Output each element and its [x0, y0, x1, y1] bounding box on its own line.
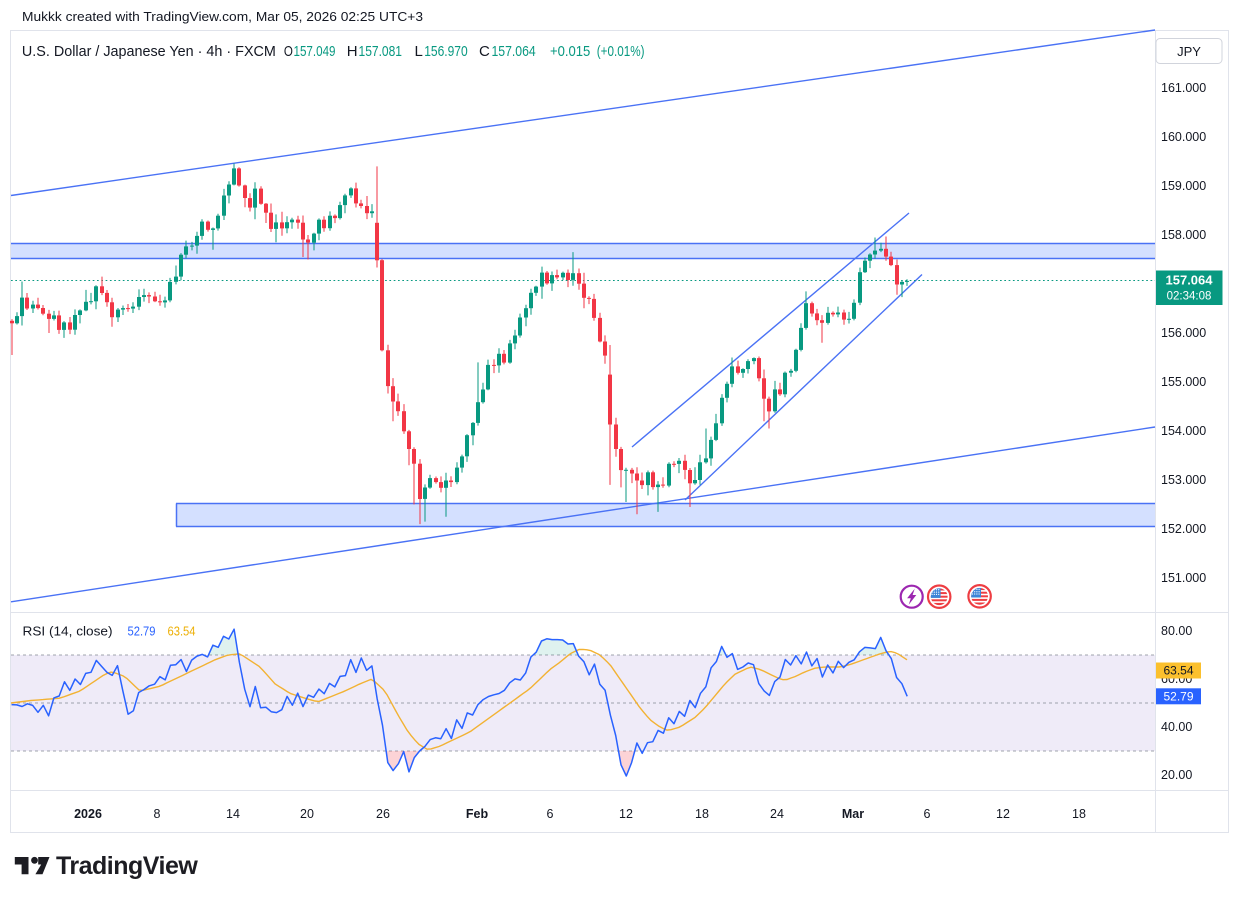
- svg-text:Mukkk created with TradingView: Mukkk created with TradingView.com, Mar …: [22, 9, 423, 24]
- svg-text:151.000: 151.000: [1161, 571, 1206, 585]
- svg-text:154.000: 154.000: [1161, 424, 1206, 438]
- svg-text:160.000: 160.000: [1161, 130, 1206, 144]
- svg-text:6: 6: [924, 807, 931, 821]
- svg-text:40.00: 40.00: [1161, 720, 1192, 734]
- svg-text:156.970: 156.970: [424, 43, 468, 60]
- svg-text:RSI (14, close): RSI (14, close): [23, 624, 113, 639]
- svg-text:157.064: 157.064: [1166, 273, 1214, 288]
- svg-text:52.79: 52.79: [128, 624, 156, 639]
- svg-text:12: 12: [619, 807, 633, 821]
- svg-text:155.000: 155.000: [1161, 375, 1206, 389]
- svg-text:63.54: 63.54: [1163, 664, 1193, 678]
- svg-text:63.54: 63.54: [168, 624, 196, 639]
- svg-text:20: 20: [300, 807, 314, 821]
- svg-text:18: 18: [695, 807, 709, 821]
- svg-text:161.000: 161.000: [1161, 81, 1206, 95]
- svg-text:Feb: Feb: [466, 807, 489, 821]
- svg-text:152.000: 152.000: [1161, 522, 1206, 536]
- svg-text:JPY: JPY: [1177, 44, 1201, 59]
- svg-text:U.S. Dollar / Japanese Yen · 4: U.S. Dollar / Japanese Yen · 4h · FXCM: [22, 43, 276, 60]
- svg-text:159.000: 159.000: [1161, 179, 1206, 193]
- svg-text:26: 26: [376, 807, 390, 821]
- svg-text:157.081: 157.081: [359, 43, 403, 60]
- svg-text:157.064: 157.064: [492, 43, 536, 60]
- svg-text:156.000: 156.000: [1161, 326, 1206, 340]
- svg-text:L: L: [415, 43, 423, 60]
- svg-text:O: O: [284, 43, 293, 60]
- svg-text:80.00: 80.00: [1161, 624, 1192, 638]
- svg-text:18: 18: [1072, 807, 1086, 821]
- svg-text:(+0.01%): (+0.01%): [597, 43, 645, 60]
- svg-text:24: 24: [770, 807, 784, 821]
- svg-text:157.049: 157.049: [294, 43, 336, 60]
- svg-text:C: C: [479, 43, 490, 60]
- svg-text:TradingView: TradingView: [56, 852, 198, 880]
- svg-text:8: 8: [154, 807, 161, 821]
- svg-text:+0.015: +0.015: [550, 43, 590, 60]
- svg-text:153.000: 153.000: [1161, 473, 1206, 487]
- svg-text:6: 6: [547, 807, 554, 821]
- svg-text:2026: 2026: [74, 807, 102, 821]
- svg-text:20.00: 20.00: [1161, 768, 1192, 782]
- svg-text:158.000: 158.000: [1161, 228, 1206, 242]
- svg-text:12: 12: [996, 807, 1010, 821]
- svg-text:H: H: [347, 43, 358, 60]
- svg-text:14: 14: [226, 807, 240, 821]
- svg-text:02:34:08: 02:34:08: [1167, 291, 1212, 303]
- svg-text:52.79: 52.79: [1163, 689, 1193, 703]
- svg-text:Mar: Mar: [842, 807, 864, 821]
